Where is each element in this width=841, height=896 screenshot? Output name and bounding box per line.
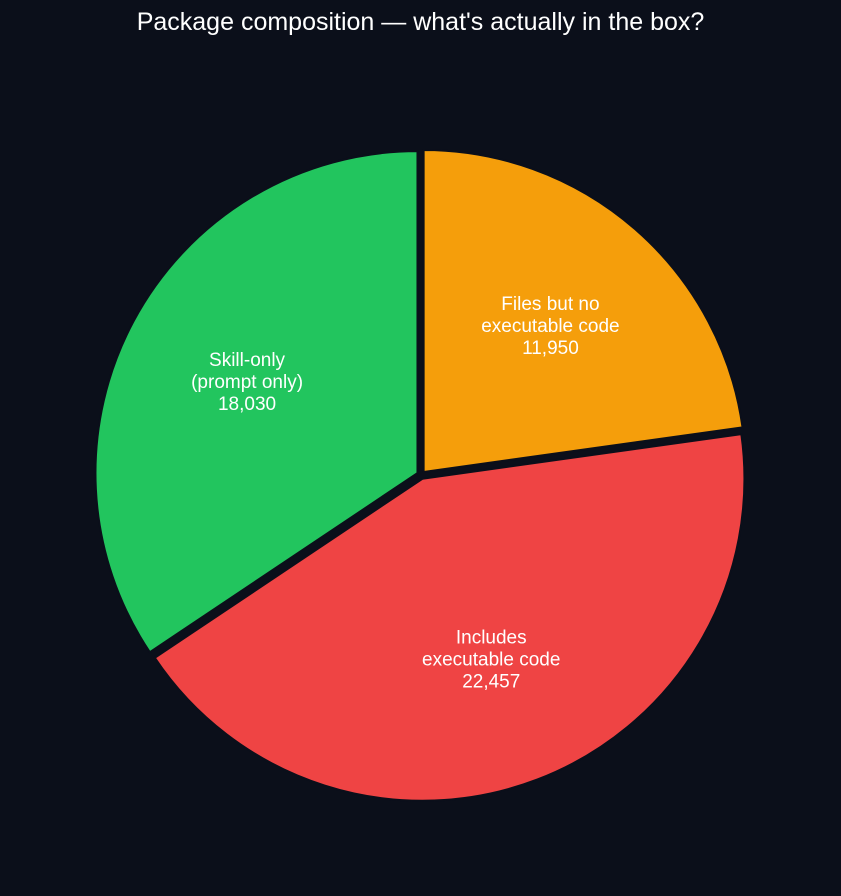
slice-value-label: 18,030 — [218, 394, 276, 415]
slice-name-label: executable code — [481, 316, 619, 337]
pie-slice — [94, 150, 419, 654]
slice-value-label: 11,950 — [522, 338, 579, 359]
pie-slice — [422, 148, 744, 474]
chart-title: Package composition — what's actually in… — [136, 8, 705, 36]
slice-value-label: 22,457 — [462, 671, 520, 692]
slice-name-label: (prompt only) — [191, 372, 303, 393]
slice-label: Skill-only (prompt only) 18,030 — [191, 350, 303, 415]
slice-label: Files but no executable code 11,950 — [481, 294, 619, 359]
slice-name-label: Files but no — [501, 294, 599, 315]
slice-name-label: Skill-only — [209, 350, 286, 371]
slice-name-label: executable code — [422, 649, 560, 670]
pie-slice — [153, 433, 746, 802]
slice-name-label: Includes — [456, 627, 527, 648]
slice-label: Includes executable code 22,457 — [422, 627, 560, 692]
